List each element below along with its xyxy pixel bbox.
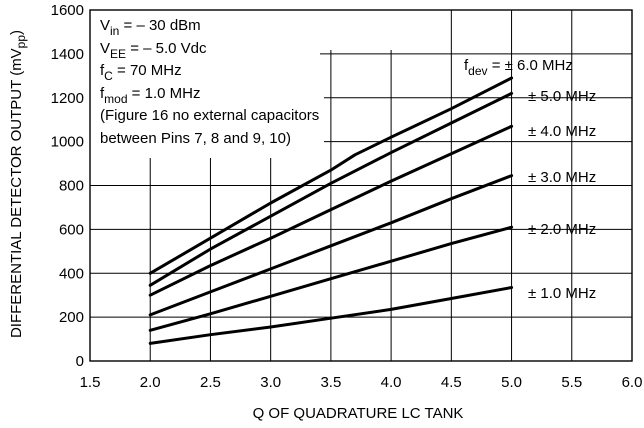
- y-tick-label: 1000: [51, 134, 84, 151]
- y-axis-label-main: DIFFERENTIAL DETECTOR OUTPUT (mV: [8, 48, 25, 338]
- y-tick-label: 1400: [51, 46, 84, 63]
- series-label: fdev = ± 6.0 MHz: [464, 57, 573, 78]
- x-tick-label: 4.0: [381, 374, 402, 391]
- series-line: [148, 91, 514, 287]
- y-tick-labels: 0 200 400 600 800 1000 1200 1400 1600: [51, 2, 84, 370]
- y-axis-label: DIFFERENTIAL DETECTOR OUTPUT (mVpp): [8, 30, 28, 338]
- series-label: ± 5.0 MHz: [528, 88, 596, 105]
- x-tick-label: 4.5: [441, 374, 462, 391]
- plot-frame: [89, 9, 633, 362]
- condition-line: fmod = 1.0 MHz: [100, 85, 200, 106]
- x-tick-label: 2.5: [200, 374, 221, 391]
- series-line: [148, 174, 514, 317]
- condition-line: fC = 70 MHz: [100, 62, 182, 83]
- x-tick-label: 6.0: [622, 374, 643, 391]
- x-tick-label: 5.0: [501, 374, 522, 391]
- y-tick-label: 800: [59, 178, 84, 195]
- condition-line: VEE = – 5.0 Vdc: [100, 40, 207, 61]
- y-axis-label-close: ): [8, 30, 25, 35]
- condition-line: Vin = – 30 dBm: [100, 17, 201, 38]
- series-label: ± 2.0 MHz: [528, 221, 596, 238]
- x-tick-label: 3.5: [320, 374, 341, 391]
- condition-line: between Pins 7, 8 and 9, 10): [100, 130, 291, 147]
- series-label: ± 4.0 MHz: [528, 123, 596, 140]
- series-labels: fdev = ± 6.0 MHz ± 5.0 MHz ± 4.0 MHz ± 3.0 …: [464, 57, 596, 302]
- series-line: [148, 286, 514, 345]
- series-label: ± 1.0 MHz: [528, 285, 596, 302]
- y-tick-label: 1600: [51, 2, 84, 19]
- y-tick-label: 400: [59, 265, 84, 282]
- y-tick-label: 200: [59, 309, 84, 326]
- series-curves: [148, 76, 514, 345]
- series-line: [148, 124, 514, 297]
- y-tick-label: 1200: [51, 90, 84, 107]
- x-tick-label: 1.5: [80, 374, 101, 391]
- condition-line: (Figure 16 no external capacitors: [100, 107, 319, 124]
- x-tick-labels: 1.5 2.0 2.5 3.0 3.5 4.0 4.5 5.0 5.5 6.0: [80, 374, 643, 391]
- series-line: [148, 76, 514, 275]
- x-tick-label: 2.0: [140, 374, 161, 391]
- y-tick-label: 600: [59, 221, 84, 238]
- x-tick-label: 3.0: [260, 374, 281, 391]
- series-label: ± 3.0 MHz: [528, 169, 596, 186]
- x-axis-label: Q OF QUADRATURE LC TANK: [253, 405, 464, 422]
- y-tick-label: 0: [76, 353, 84, 370]
- x-tick-label: 5.5: [561, 374, 582, 391]
- series-line: [148, 225, 514, 332]
- y-axis-label-sub: pp: [14, 35, 28, 49]
